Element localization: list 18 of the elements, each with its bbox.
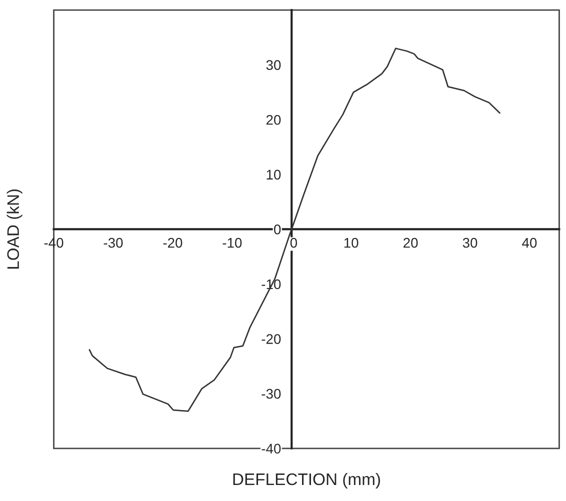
x-tick-label: -30 xyxy=(104,238,123,248)
x-tick-label: 0 xyxy=(290,238,298,248)
x-tick-label: 20 xyxy=(404,238,418,248)
y-tick-label: -20 xyxy=(262,334,281,344)
y-tick-label: 0 xyxy=(274,224,281,234)
x-tick-label: -20 xyxy=(163,238,182,248)
y-tick-label: -30 xyxy=(262,388,281,399)
x-tick-label: 30 xyxy=(462,238,478,248)
x-tick-label: 10 xyxy=(344,238,358,248)
x-tick-label: 40 xyxy=(522,238,537,248)
y-tick-label: 10 xyxy=(266,170,281,180)
y-axis-title: LOAD (kN) xyxy=(6,190,22,269)
y-tick-label: 30 xyxy=(266,60,281,70)
x-tick-label: -10 xyxy=(222,238,242,248)
y-tick-label: 20 xyxy=(266,114,281,125)
y-tick-label: -40 xyxy=(262,444,281,454)
line-series xyxy=(88,48,500,412)
x-axis-title: DEFLECTION (mm) xyxy=(233,472,380,488)
